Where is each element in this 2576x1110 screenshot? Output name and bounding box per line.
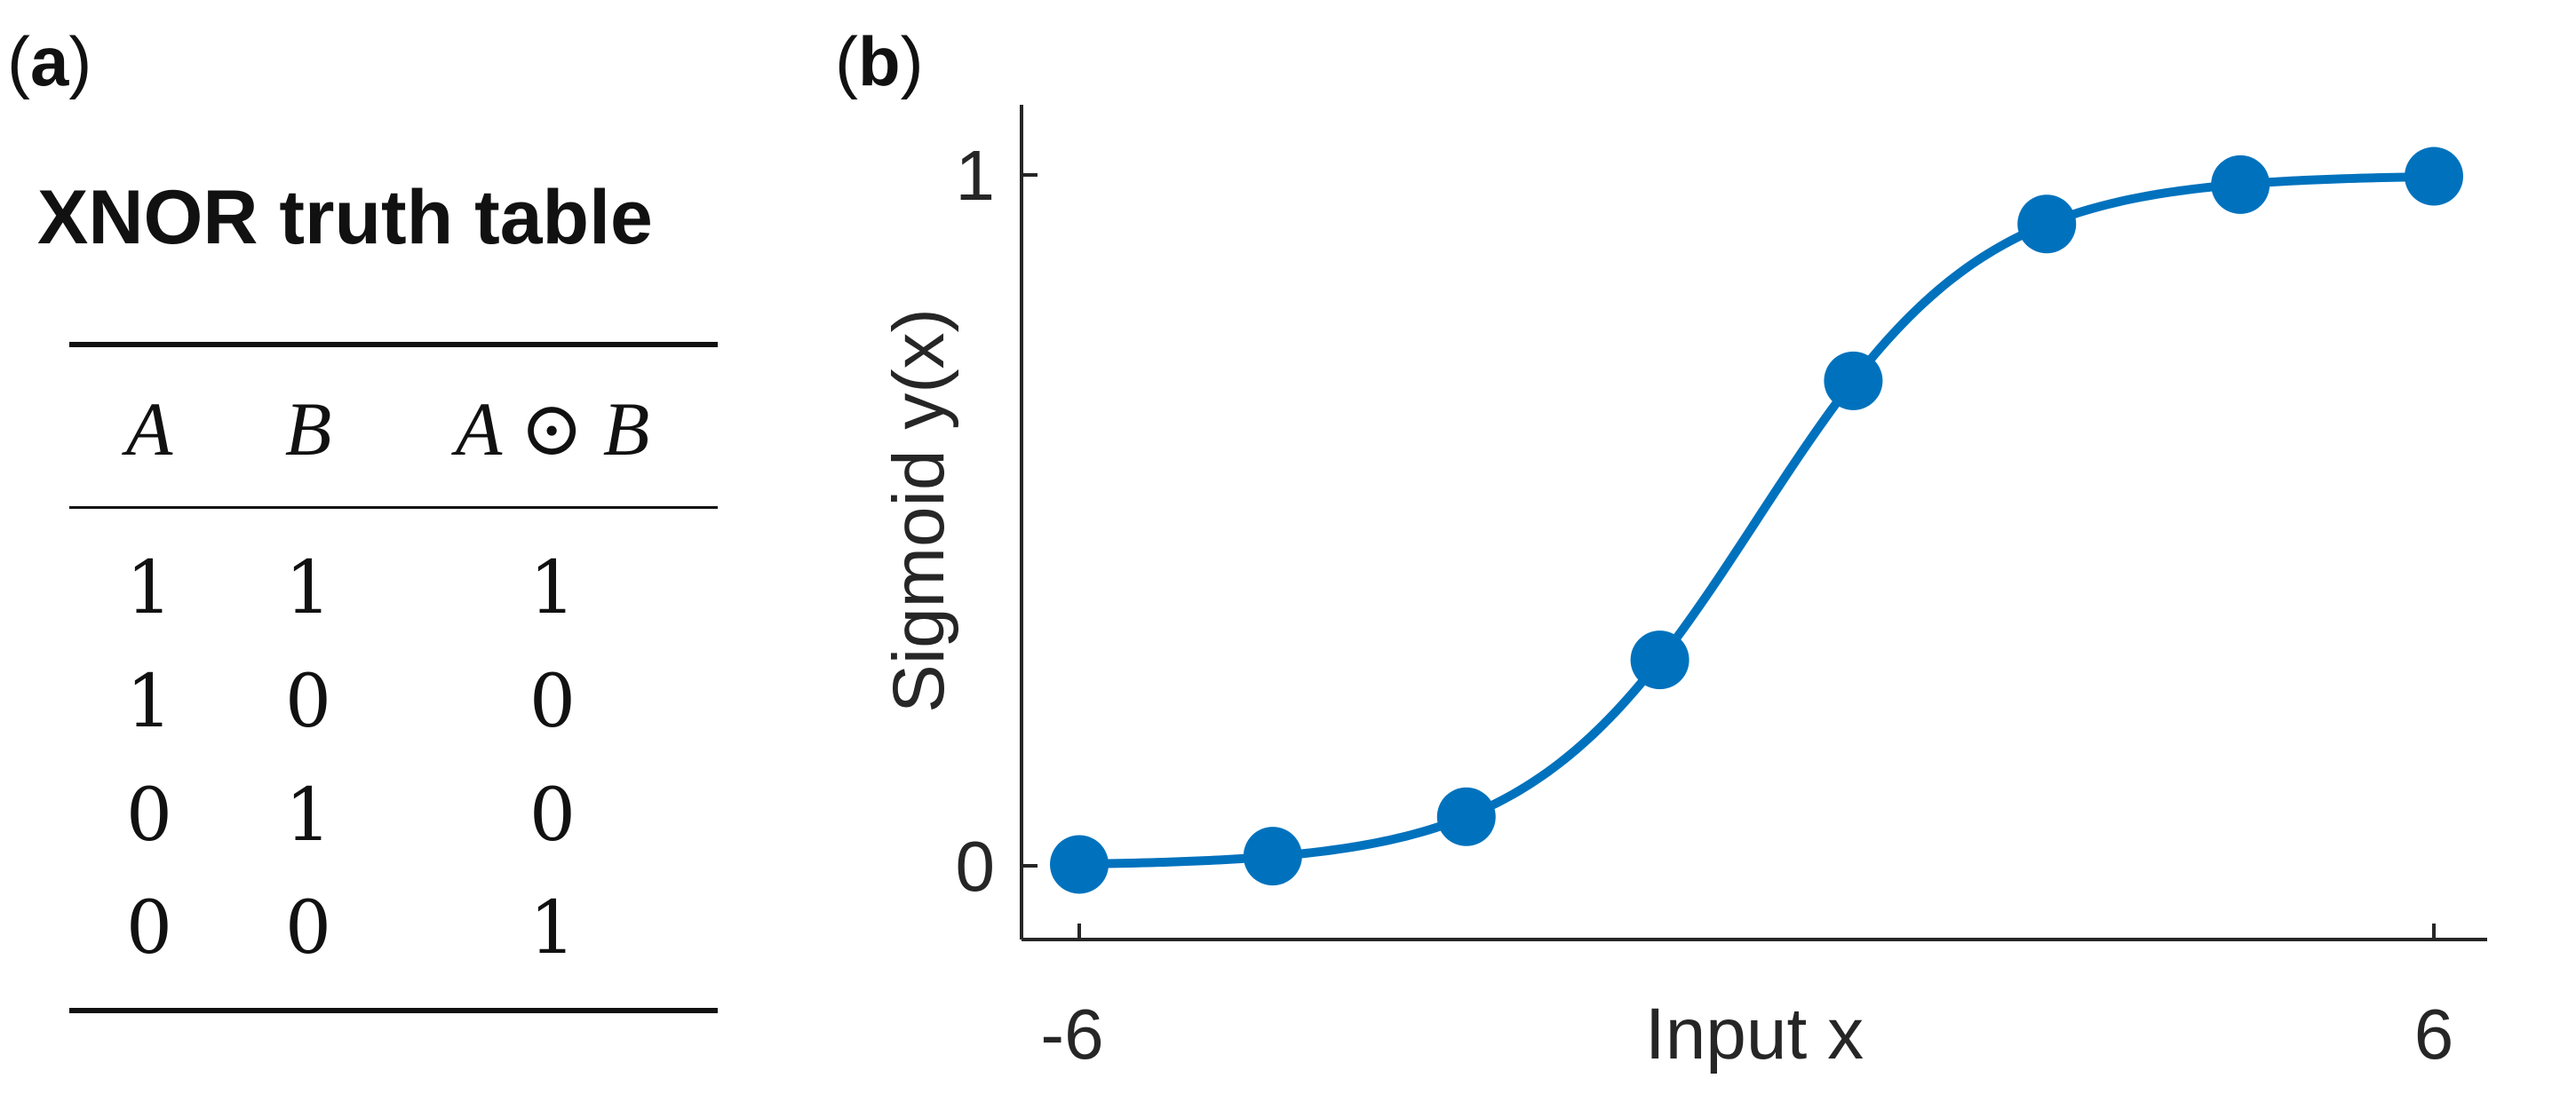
data-point xyxy=(2211,155,2270,214)
y-tick-label: 0 xyxy=(956,827,996,906)
data-markers xyxy=(1050,147,2463,894)
table-header-b: B xyxy=(284,386,332,472)
table-cell: 1 xyxy=(284,773,332,858)
data-point xyxy=(1243,827,1302,886)
x-tick-label: 6 xyxy=(2414,995,2454,1074)
table-header-a: A xyxy=(125,386,173,472)
table-top-rule xyxy=(69,342,718,347)
y-tick-label: 1 xyxy=(956,136,996,215)
table-title: XNOR truth table xyxy=(37,175,653,260)
data-point xyxy=(2017,194,2077,254)
x-axis-label: Input x xyxy=(1645,994,1864,1074)
data-point xyxy=(1436,787,1496,846)
sigmoid-curve xyxy=(1075,171,2438,869)
x-tick-label: -6 xyxy=(1040,995,1103,1074)
table-cell: 1 xyxy=(284,546,332,630)
table-cell: 1 xyxy=(125,546,173,630)
panel-b-label: (b) xyxy=(835,22,924,100)
tick-labels: -6 6 0 1 xyxy=(956,136,2454,1074)
table-cell: 0 xyxy=(125,773,173,858)
data-point xyxy=(1630,630,1690,690)
table-cell: 0 xyxy=(529,660,576,744)
table-cell: 0 xyxy=(284,660,332,744)
data-point xyxy=(2405,147,2463,206)
axis-ticks xyxy=(1022,173,2436,940)
table-cell: 1 xyxy=(529,546,576,630)
table-header-xnor: A ⊙ B xyxy=(455,386,650,472)
table-bottom-rule xyxy=(69,1008,718,1013)
table-cell: 0 xyxy=(284,886,332,971)
panel-a-label: (a) xyxy=(7,22,92,100)
table-cell: 1 xyxy=(125,660,173,744)
table-cell: 1 xyxy=(529,886,576,971)
table-cell: 0 xyxy=(125,886,173,971)
table-header-rule xyxy=(69,506,718,509)
data-point xyxy=(1824,351,1883,410)
y-axis-label: Sigmoid y(x) xyxy=(879,308,959,713)
data-point xyxy=(1050,835,1109,894)
table-cell: 0 xyxy=(529,773,576,858)
